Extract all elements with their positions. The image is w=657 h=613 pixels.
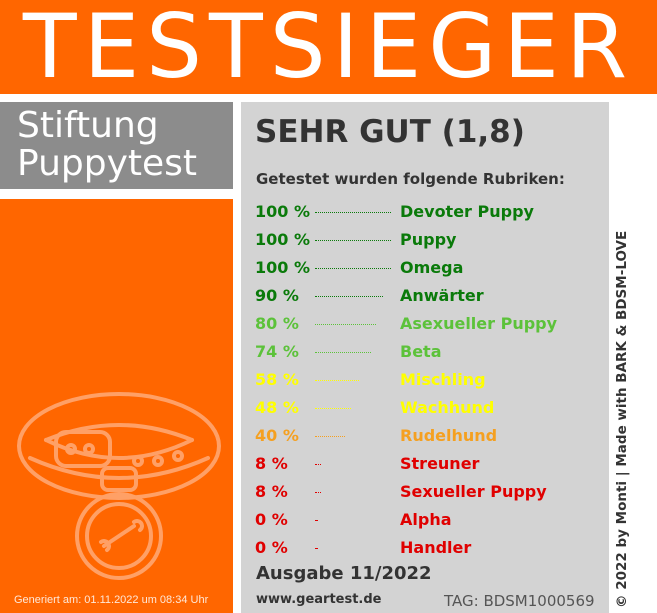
list-item: 80 % Asexueller Puppy <box>255 312 605 340</box>
list-item: 100 % Puppy <box>255 228 605 256</box>
rubrics-subtitle: Getestet wurden folgende Rubriken: <box>256 170 565 188</box>
rubric-leader-line <box>315 520 317 521</box>
rating-heading: SEHR GUT (1,8) <box>255 114 525 150</box>
credit-text: © 2022 by Monti | Made with BARK & BDSM-… <box>614 230 630 608</box>
rubric-category: Mischling <box>400 370 486 389</box>
page-title: TESTSIEGER <box>22 0 635 98</box>
rubric-leader-line <box>315 436 346 437</box>
rubric-leader-line <box>315 324 376 325</box>
rubric-category: Sexueller Puppy <box>400 482 547 501</box>
rubric-category: Devoter Puppy <box>400 202 534 221</box>
rubric-leader-line <box>315 380 360 381</box>
rubric-category: Rudelhund <box>400 426 498 445</box>
rubric-leader-line <box>315 352 372 353</box>
rubric-percent: 48 % <box>255 398 299 417</box>
brand-line-2: Puppytest <box>17 143 198 184</box>
list-item: 100 % Omega <box>255 256 605 284</box>
rubric-percent: 100 % <box>255 202 310 221</box>
rubric-category: Anwärter <box>400 286 484 305</box>
rubric-leader-line <box>315 464 322 465</box>
list-item: 0 % Handler <box>255 536 605 564</box>
edition-label: Ausgabe 11/2022 <box>256 563 432 584</box>
rubric-list: 100 % Devoter Puppy 100 % Puppy 100 % Omega 90… <box>255 200 605 564</box>
list-item: 8 % Sexueller Puppy <box>255 480 605 508</box>
dog-collar-icon <box>17 392 221 580</box>
rubric-percent: 58 % <box>255 370 299 389</box>
rubric-percent: 80 % <box>255 314 299 333</box>
rubric-leader-line <box>315 296 384 297</box>
rubric-percent: 0 % <box>255 510 288 529</box>
rubric-category: Asexueller Puppy <box>400 314 558 333</box>
rubric-category: Omega <box>400 258 464 277</box>
brand-box <box>0 102 233 189</box>
website-link[interactable]: www.geartest.de <box>256 592 382 607</box>
generated-timestamp: Generiert am: 01.11.2022 um 08:34 Uhr <box>14 594 209 606</box>
list-item: 40 % Rudelhund <box>255 424 605 452</box>
brand-line-1: Stiftung <box>17 105 159 146</box>
results-panel <box>241 102 609 613</box>
rubric-percent: 74 % <box>255 342 299 361</box>
tag-label: TAG: BDSM1000569 <box>444 592 595 610</box>
rubric-percent: 40 % <box>255 426 299 445</box>
rubric-leader-line <box>315 240 391 241</box>
list-item: 90 % Anwärter <box>255 284 605 312</box>
rubric-category: Alpha <box>400 510 452 529</box>
rubric-leader-line <box>315 408 352 409</box>
rubric-leader-line <box>315 268 391 269</box>
list-item: 48 % Wachhund <box>255 396 605 424</box>
rubric-percent: 8 % <box>255 482 288 501</box>
rubric-percent: 0 % <box>255 538 288 557</box>
rubric-category: Streuner <box>400 454 480 473</box>
list-item: 100 % Devoter Puppy <box>255 200 605 228</box>
list-item: 58 % Mischling <box>255 368 605 396</box>
rubric-percent: 100 % <box>255 230 310 249</box>
rubric-category: Beta <box>400 342 442 361</box>
rubric-percent: 100 % <box>255 258 310 277</box>
rubric-percent: 90 % <box>255 286 299 305</box>
list-item: 8 % Streuner <box>255 452 605 480</box>
rubric-category: Puppy <box>400 230 457 249</box>
rubric-category: Handler <box>400 538 472 557</box>
header-banner <box>0 0 657 94</box>
orange-panel <box>0 199 233 613</box>
rubric-category: Wachhund <box>400 398 495 417</box>
rubric-leader-line <box>315 212 391 213</box>
rubric-leader-line <box>315 492 322 493</box>
list-item: 0 % Alpha <box>255 508 605 536</box>
rubric-leader-line <box>315 548 317 549</box>
list-item: 74 % Beta <box>255 340 605 368</box>
rubric-percent: 8 % <box>255 454 288 473</box>
